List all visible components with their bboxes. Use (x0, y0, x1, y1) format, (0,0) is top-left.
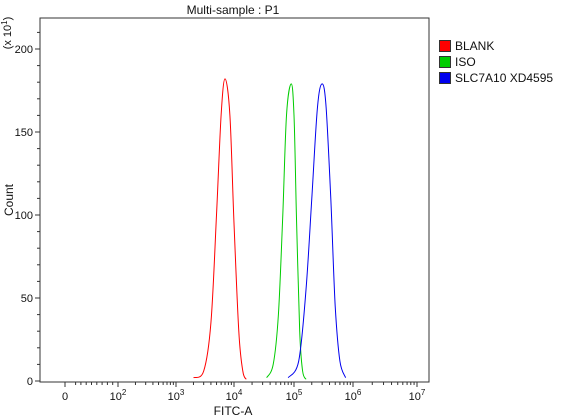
x-tick-label: 102 (110, 388, 127, 403)
legend-swatch-slc7a10 (439, 71, 451, 84)
series-line-2 (287, 83, 347, 379)
x-tick-label: 104 (226, 388, 243, 403)
y-tick-label: 150 (15, 127, 33, 139)
x-tick-label: 106 (345, 388, 362, 403)
y-tick-label: 0 (27, 376, 33, 388)
legend-item-slc7a10: SLC7A10 XD4595 (439, 70, 553, 85)
y-axis-label: Count (2, 183, 16, 216)
x-tick-label: 105 (286, 388, 303, 403)
x-tick-label: 0 (62, 391, 68, 403)
x-axis: 0 102 103 104 105 106 107 (62, 382, 426, 403)
y-multiplier: (x 101) (0, 17, 14, 50)
y-tick-label: 200 (15, 44, 33, 56)
x-axis-label: FITC-A (214, 404, 253, 418)
chart-title: Multi-sample : P1 (187, 3, 280, 17)
legend-item-iso: ISO (439, 54, 553, 69)
series-line-1 (266, 83, 307, 380)
legend-label-slc7a10: SLC7A10 XD4595 (455, 70, 554, 85)
legend-swatch-iso (439, 55, 451, 68)
y-tick-label: 50 (21, 293, 33, 305)
x-tick-label: 107 (409, 388, 426, 403)
legend-swatch-blank (439, 39, 451, 52)
legend-label-iso: ISO (455, 54, 476, 69)
series-line-0 (193, 78, 247, 380)
series-layer (193, 78, 347, 380)
legend-label-blank: BLANK (455, 38, 495, 53)
y-axis: 0 50 100 150 200 (15, 31, 40, 388)
plot-frame (39, 17, 430, 383)
y-tick-label: 100 (15, 210, 33, 222)
legend-item-blank: BLANK (439, 38, 553, 53)
x-tick-label: 103 (168, 388, 185, 403)
legend: BLANK ISO SLC7A10 XD4595 (439, 38, 553, 86)
